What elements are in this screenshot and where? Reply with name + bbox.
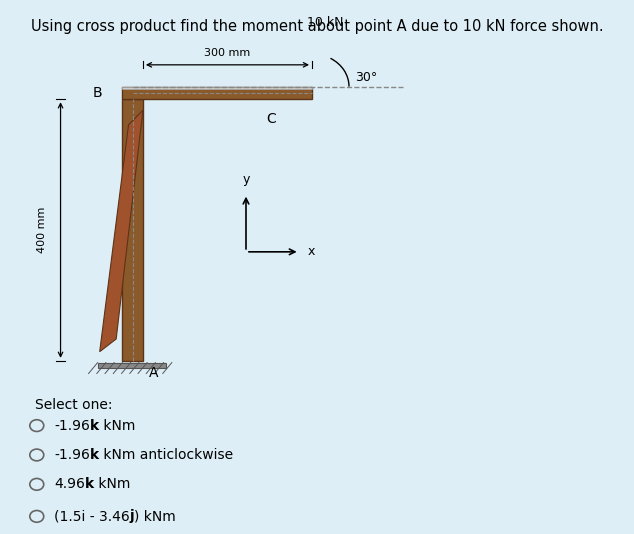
Text: kNm anticlockwise: kNm anticlockwise	[99, 448, 233, 462]
Text: B: B	[93, 86, 103, 100]
Text: 4.96: 4.96	[54, 477, 85, 491]
Text: ) kNm: ) kNm	[134, 509, 176, 523]
Text: Select one:: Select one:	[35, 398, 112, 412]
Text: 10 kN: 10 kN	[307, 16, 344, 29]
Text: (1.5i - 3.46: (1.5i - 3.46	[54, 509, 129, 523]
Text: Using cross product find the moment about point A due to 10 kN force shown.: Using cross product find the moment abou…	[30, 19, 604, 34]
Text: k: k	[85, 477, 94, 491]
Text: 30°: 30°	[355, 71, 377, 84]
Polygon shape	[100, 110, 143, 352]
Text: x: x	[308, 245, 315, 258]
Text: kNm: kNm	[94, 477, 130, 491]
Text: y: y	[242, 174, 250, 186]
Polygon shape	[98, 363, 165, 368]
Polygon shape	[122, 99, 143, 361]
Text: A: A	[148, 366, 158, 381]
Text: kNm: kNm	[99, 419, 135, 433]
Text: C: C	[266, 112, 276, 127]
Text: -1.96: -1.96	[54, 419, 90, 433]
Text: k: k	[90, 419, 99, 433]
Polygon shape	[122, 87, 312, 89]
Text: 300 mm: 300 mm	[204, 48, 250, 58]
Text: -1.96: -1.96	[54, 448, 90, 462]
Text: j: j	[129, 509, 134, 523]
Polygon shape	[122, 87, 312, 99]
Text: 400 mm: 400 mm	[37, 207, 47, 253]
Text: k: k	[90, 448, 99, 462]
